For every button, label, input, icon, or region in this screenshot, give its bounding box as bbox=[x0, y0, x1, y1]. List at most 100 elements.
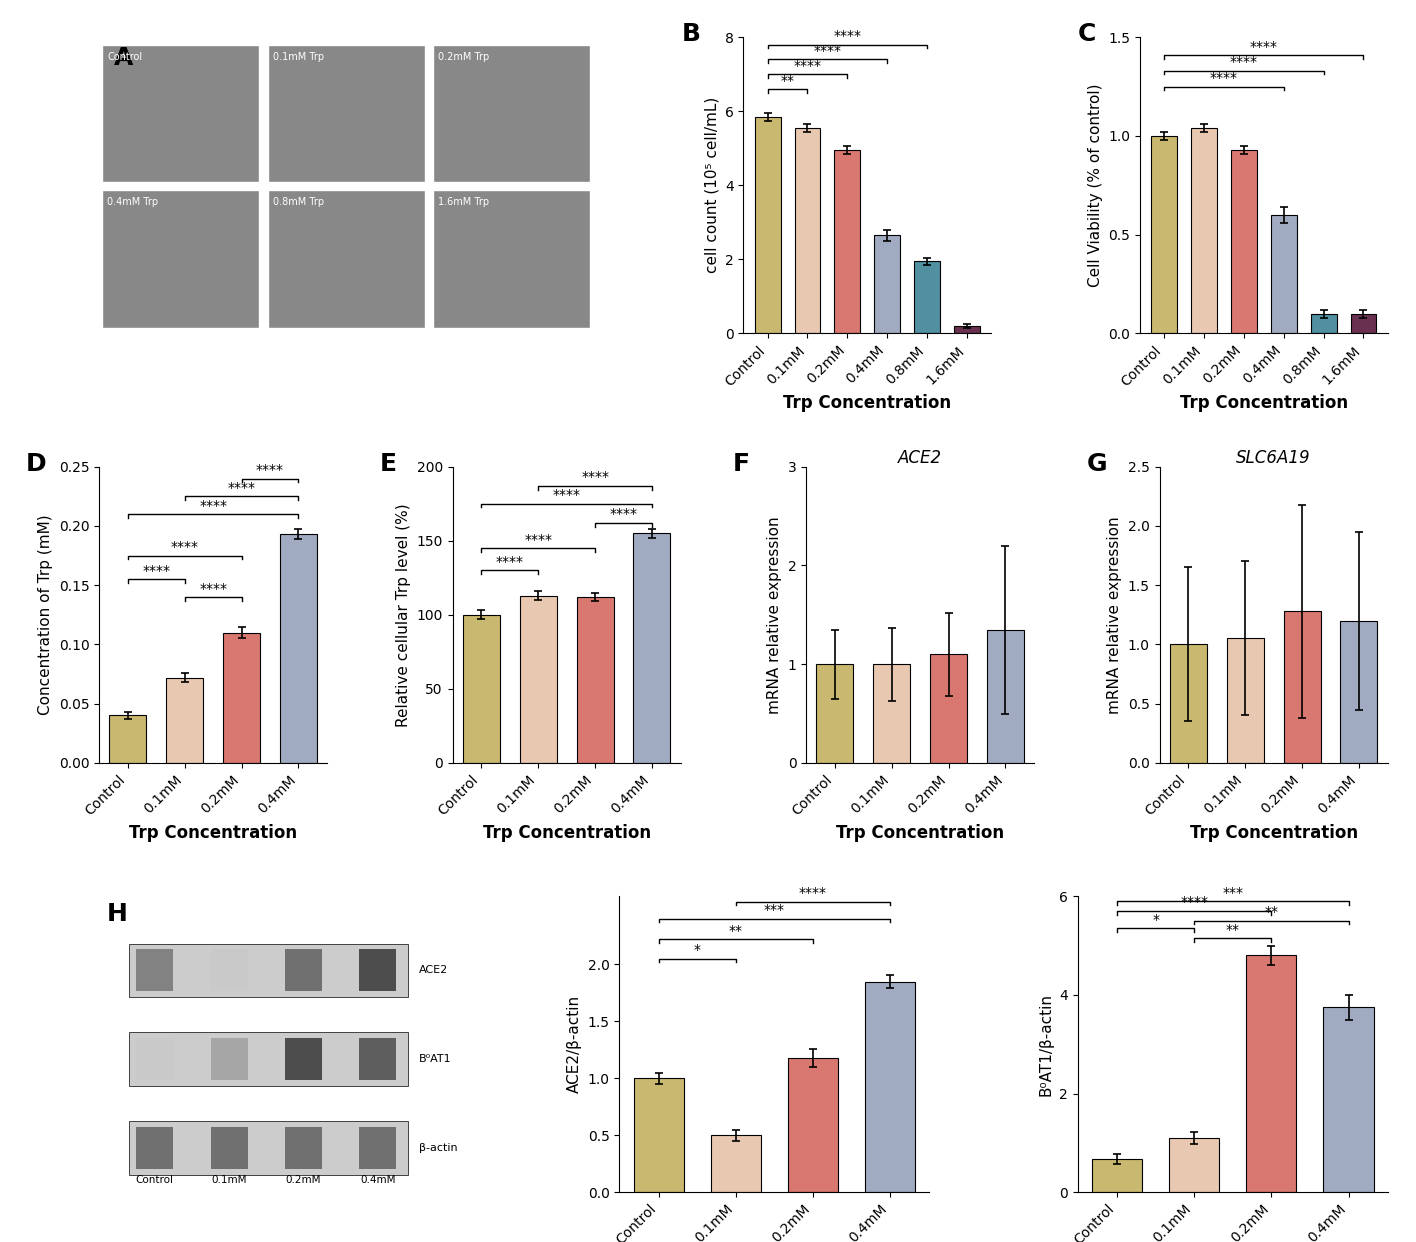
Bar bbox=[1231, 150, 1257, 333]
Bar bbox=[1351, 314, 1376, 333]
Bar bbox=[1191, 128, 1216, 333]
Bar bbox=[268, 45, 425, 183]
Bar bbox=[817, 664, 854, 763]
Text: ****: **** bbox=[799, 887, 827, 900]
Bar bbox=[520, 595, 556, 763]
Text: ****: **** bbox=[609, 508, 637, 522]
Bar bbox=[285, 1038, 321, 1079]
Bar bbox=[633, 1078, 684, 1192]
X-axis label: Trp Concentration: Trp Concentration bbox=[129, 823, 297, 842]
Bar bbox=[1311, 314, 1337, 333]
Text: ****: **** bbox=[200, 498, 227, 513]
Bar bbox=[129, 1032, 408, 1086]
Bar bbox=[787, 1058, 838, 1192]
Text: **: ** bbox=[1226, 923, 1240, 936]
Text: F: F bbox=[733, 452, 750, 476]
Bar bbox=[1226, 638, 1263, 763]
Y-axis label: Concentration of Trp (mM): Concentration of Trp (mM) bbox=[38, 514, 52, 715]
X-axis label: Trp Concentration: Trp Concentration bbox=[483, 823, 651, 842]
Text: E: E bbox=[379, 452, 396, 476]
Text: Control: Control bbox=[136, 1175, 174, 1185]
Bar bbox=[136, 1038, 173, 1079]
Text: ACE2: ACE2 bbox=[419, 965, 447, 975]
Bar bbox=[280, 534, 317, 763]
Bar bbox=[285, 949, 321, 991]
Y-axis label: Cell Viability (% of control): Cell Viability (% of control) bbox=[1087, 83, 1103, 287]
Bar bbox=[102, 190, 259, 328]
Bar bbox=[463, 615, 500, 763]
Y-axis label: mRNA relative expression: mRNA relative expression bbox=[1107, 515, 1123, 714]
X-axis label: Trp Concentration: Trp Concentration bbox=[1180, 394, 1348, 412]
Text: **: ** bbox=[729, 924, 743, 938]
Bar bbox=[433, 190, 589, 328]
Text: 1.6mM Trp: 1.6mM Trp bbox=[438, 197, 489, 207]
Bar bbox=[874, 235, 901, 333]
Bar bbox=[211, 949, 248, 991]
Text: D: D bbox=[25, 452, 47, 476]
Bar bbox=[1270, 215, 1297, 333]
Text: ****: **** bbox=[200, 581, 227, 595]
Bar bbox=[633, 533, 670, 763]
Bar bbox=[136, 949, 173, 991]
Bar bbox=[865, 981, 915, 1192]
Text: 0.1mM Trp: 0.1mM Trp bbox=[273, 52, 324, 62]
Bar bbox=[1092, 1159, 1143, 1192]
Bar bbox=[1170, 645, 1206, 763]
Title: SLC6A19: SLC6A19 bbox=[1236, 448, 1311, 467]
Text: ****: **** bbox=[1180, 895, 1208, 909]
Text: ****: **** bbox=[171, 540, 198, 554]
Text: **: ** bbox=[780, 73, 794, 88]
Text: ****: **** bbox=[834, 29, 861, 43]
Bar bbox=[794, 128, 820, 333]
Bar bbox=[915, 261, 940, 333]
Text: Control: Control bbox=[108, 52, 143, 62]
Text: B⁰AT1: B⁰AT1 bbox=[419, 1054, 452, 1064]
Text: *: * bbox=[1153, 913, 1160, 927]
Text: ***: *** bbox=[1222, 886, 1243, 899]
Bar bbox=[129, 944, 408, 997]
Bar bbox=[166, 678, 204, 763]
Bar bbox=[711, 1135, 760, 1192]
Bar bbox=[1151, 135, 1177, 333]
Text: ***: *** bbox=[763, 903, 784, 918]
Bar bbox=[285, 1128, 321, 1169]
Text: 0.8mM Trp: 0.8mM Trp bbox=[273, 197, 324, 207]
Text: 0.2mM: 0.2mM bbox=[286, 1175, 321, 1185]
Bar bbox=[1341, 621, 1378, 763]
Text: ****: **** bbox=[793, 58, 821, 73]
Bar bbox=[109, 715, 146, 763]
Text: ****: **** bbox=[1250, 40, 1277, 53]
Bar bbox=[987, 630, 1024, 763]
Bar bbox=[1246, 955, 1297, 1192]
Text: **: ** bbox=[1264, 905, 1279, 919]
Bar bbox=[360, 1128, 396, 1169]
Bar bbox=[755, 117, 780, 333]
Bar bbox=[930, 655, 967, 763]
Text: G: G bbox=[1086, 452, 1107, 476]
Text: ****: **** bbox=[552, 488, 581, 502]
Bar bbox=[211, 1128, 248, 1169]
Text: 0.1mM: 0.1mM bbox=[211, 1175, 246, 1185]
Bar bbox=[129, 1122, 408, 1175]
Text: *: * bbox=[694, 944, 701, 958]
Y-axis label: Relative cellular Trp level (%): Relative cellular Trp level (%) bbox=[396, 503, 411, 727]
Text: A: A bbox=[113, 46, 133, 70]
Bar bbox=[360, 1038, 396, 1079]
Text: ****: **** bbox=[256, 463, 285, 477]
Bar bbox=[224, 632, 261, 763]
Text: 0.2mM Trp: 0.2mM Trp bbox=[438, 52, 489, 62]
Text: ****: **** bbox=[1209, 71, 1238, 86]
Y-axis label: B⁰AT1/β-actin: B⁰AT1/β-actin bbox=[1039, 992, 1054, 1095]
Text: ****: **** bbox=[496, 555, 524, 569]
Bar bbox=[954, 325, 980, 333]
Bar bbox=[102, 45, 259, 183]
Text: H: H bbox=[106, 902, 127, 927]
Bar bbox=[268, 190, 425, 328]
Bar bbox=[874, 664, 910, 763]
X-axis label: Trp Concentration: Trp Concentration bbox=[1189, 823, 1358, 842]
Bar bbox=[433, 45, 589, 183]
Bar bbox=[360, 949, 396, 991]
Text: β-actin: β-actin bbox=[419, 1143, 457, 1153]
Text: ****: **** bbox=[228, 481, 255, 494]
Y-axis label: mRNA relative expression: mRNA relative expression bbox=[767, 515, 782, 714]
